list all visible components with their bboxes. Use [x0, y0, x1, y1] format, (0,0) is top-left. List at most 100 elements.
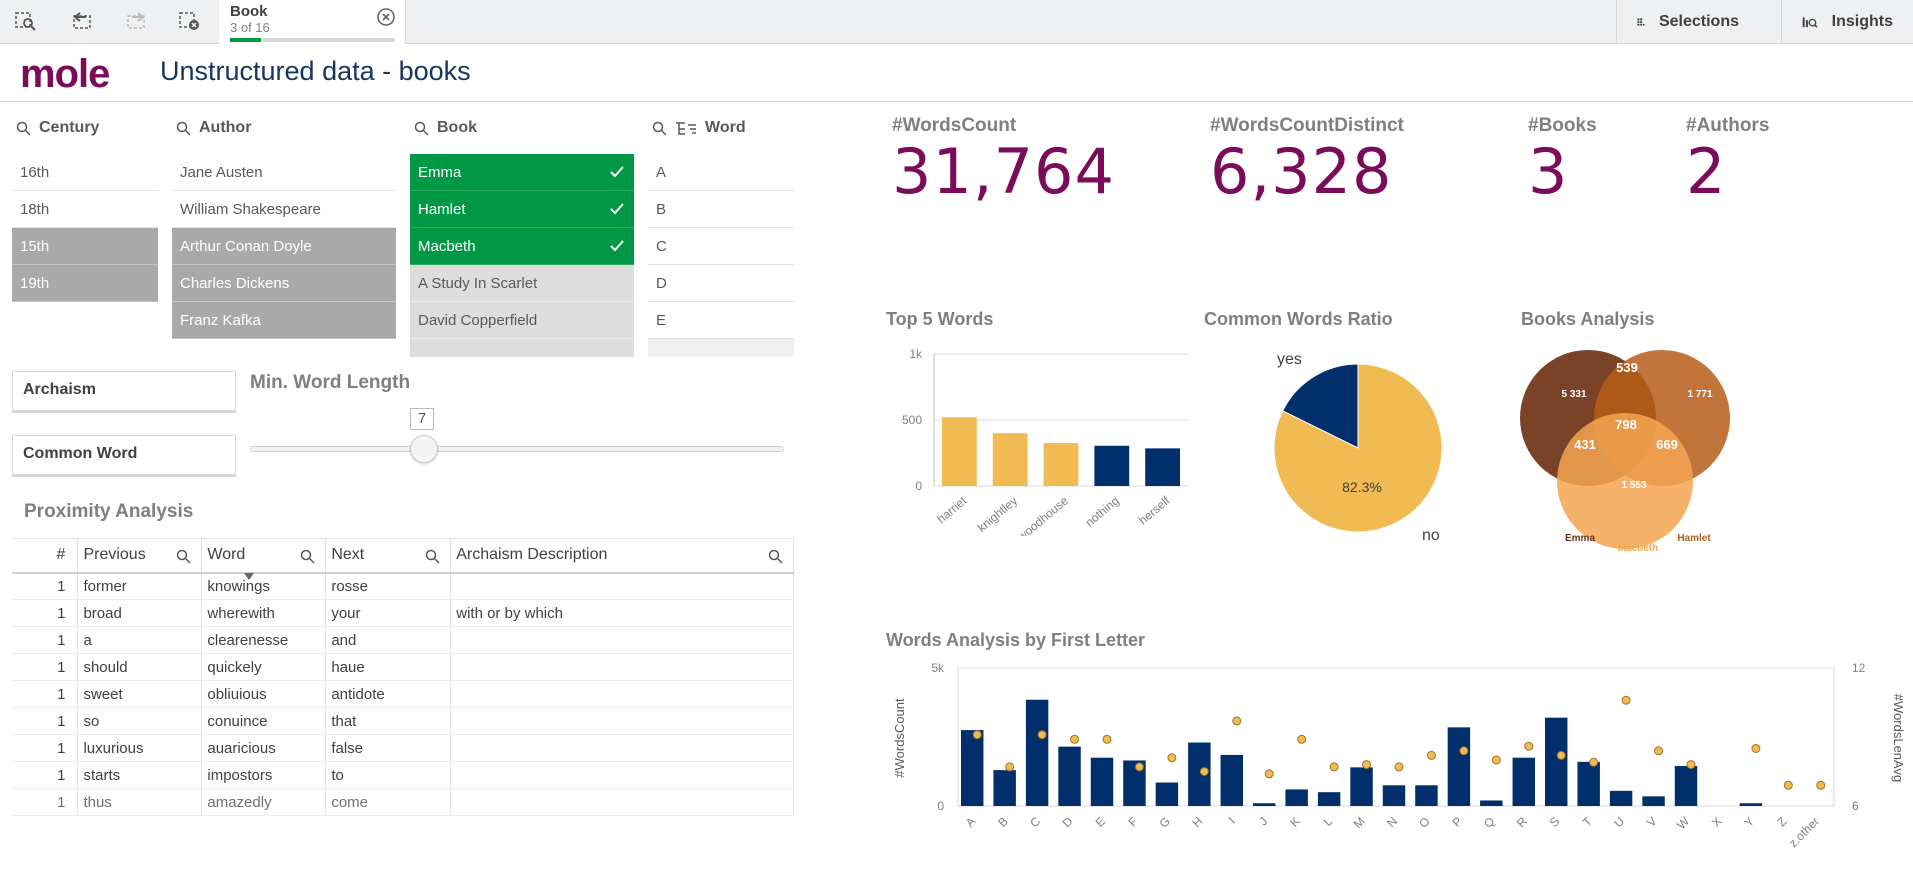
letter-analysis-combo-chart[interactable]: 5k 0 12 6 #WordsCount #WordsLenAvg A B C D E F G H I J K…	[886, 656, 1913, 861]
common-words-pie-chart[interactable]: 82.3% no yes	[1204, 336, 1504, 556]
list-item[interactable]: Hamlet	[410, 191, 634, 228]
selections-button[interactable]: Selections	[1616, 0, 1759, 44]
table-cell: conuince	[201, 707, 327, 735]
column-header-archaism-description[interactable]: Archaism Description	[450, 538, 794, 574]
table-cell: 1	[12, 788, 79, 816]
bar	[992, 433, 1028, 486]
column-header-label: Archaism Description	[456, 546, 608, 564]
search-icon[interactable]	[300, 549, 315, 564]
x-tick-label: O	[1416, 814, 1433, 831]
table-row[interactable]: 1 a clearenesse and	[12, 626, 794, 654]
venn-region-label: 5 331	[1561, 389, 1586, 400]
kpi-label-books: #Books	[1528, 115, 1597, 136]
list-item[interactable]: 19th	[12, 265, 158, 302]
x-tick-label: N	[1384, 814, 1400, 830]
common-word-filter-box[interactable]: Common Word	[12, 435, 236, 477]
table-cell: haue	[325, 653, 452, 681]
smart-search-icon[interactable]	[12, 8, 40, 34]
filter-book[interactable]: Book Emma Hamlet Macbeth A Study In Scar…	[410, 112, 634, 357]
search-icon[interactable]	[768, 549, 783, 564]
table-cell: antidote	[325, 680, 452, 708]
bar	[1480, 800, 1503, 806]
filter-word[interactable]: Word A B C D E	[648, 112, 794, 357]
selection-chip-book[interactable]: Book 3 of 16	[219, 0, 406, 44]
list-item-label: A	[656, 163, 667, 181]
avg-point	[1751, 744, 1761, 753]
bar	[1642, 796, 1665, 806]
table-cell: amazedly	[201, 788, 327, 816]
table-cell: false	[325, 734, 452, 762]
filter-book-header[interactable]: Book	[410, 112, 634, 144]
search-icon[interactable]	[425, 549, 440, 564]
search-icon[interactable]	[176, 549, 191, 564]
table-row[interactable]: 1 former knowings rosse	[12, 572, 794, 600]
table-row[interactable]: 1 thus amazedly come	[12, 788, 794, 816]
step-forward-icon[interactable]	[122, 8, 150, 34]
filter-century[interactable]: Century 16th 18th 15th 19th	[12, 112, 158, 302]
table-row[interactable]: 1 starts impostors to	[12, 761, 794, 789]
page-title: Unstructured data - books	[160, 56, 471, 86]
venn-region-label: 1 771	[1687, 389, 1712, 400]
table-row[interactable]: 1 luxurious auaricious false	[12, 734, 794, 762]
list-item[interactable]: E	[648, 302, 794, 339]
step-back-icon[interactable]	[68, 8, 96, 34]
list-item[interactable]: Emma	[410, 154, 634, 191]
kpi-label-words-count: #WordsCount	[892, 115, 1017, 136]
table-cell: auaricious	[201, 734, 327, 762]
table-cell: obliuious	[201, 680, 327, 708]
filter-author[interactable]: Author Jane Austen William Shakespeare A…	[172, 112, 396, 339]
list-item[interactable]: William Shakespeare	[172, 191, 396, 228]
column-header-previous[interactable]: Previous	[77, 538, 203, 574]
archaism-filter-box[interactable]: Archaism	[12, 371, 236, 413]
list-item[interactable]: 18th	[12, 191, 158, 228]
venn-circle	[1557, 413, 1693, 549]
top5-chart-title: Top 5 Words	[886, 309, 994, 329]
list-item[interactable]: A	[648, 154, 794, 191]
list-item[interactable]: Macbeth	[410, 228, 634, 265]
table-row[interactable]: 1 broad wherewith your with or by which	[12, 599, 794, 627]
list-item-label: 18th	[20, 200, 50, 218]
sort-indicator-icon	[244, 572, 255, 580]
column-header-word[interactable]: Word	[201, 538, 327, 580]
filter-word-header[interactable]: Word	[648, 112, 794, 144]
table-row[interactable]: 1 should quickely haue	[12, 653, 794, 681]
table-cell: so	[77, 707, 203, 735]
column-header-next[interactable]: Next	[325, 538, 452, 574]
y2-tick-label: 6	[1852, 799, 1859, 813]
pie-slice-label: yes	[1277, 351, 1302, 368]
list-item[interactable]: Arthur Conan Doyle	[172, 228, 396, 265]
filter-century-list: 16th 18th 15th 19th	[12, 154, 158, 302]
list-item[interactable]: C	[648, 228, 794, 265]
list-item[interactable]: 15th	[12, 228, 158, 265]
list-item[interactable]: A Study In Scarlet	[410, 265, 634, 302]
x-tick-label: L	[1321, 814, 1336, 829]
table-row[interactable]: 1 sweet obliuious antidote	[12, 680, 794, 708]
x-tick-label: z.other	[1786, 814, 1822, 850]
list-item[interactable]: 16th	[12, 154, 158, 191]
y-tick-label: 5k	[931, 661, 945, 675]
avg-point	[1102, 734, 1112, 744]
table-header-row: # Previous Word Next Archaism Descriptio…	[12, 538, 794, 580]
list-item[interactable]: Charles Dickens	[172, 265, 396, 302]
slider-track[interactable]	[250, 446, 784, 452]
list-item[interactable]: David Copperfield	[410, 302, 634, 339]
table-row[interactable]: 1 so conuince that	[12, 707, 794, 735]
close-icon[interactable]	[377, 8, 395, 26]
column-header-number[interactable]: #	[12, 538, 79, 574]
filter-century-header[interactable]: Century	[12, 112, 158, 144]
list-item[interactable]: Franz Kafka	[172, 302, 396, 339]
list-item[interactable]: B	[648, 191, 794, 228]
slider-handle[interactable]	[410, 435, 438, 463]
insights-button[interactable]: Insights	[1781, 0, 1913, 44]
clear-selections-icon[interactable]	[176, 8, 204, 34]
books-venn-chart[interactable]: 5 331 1 771 1 553 539 431 669 798 Emma Hamlet Mac…	[1510, 336, 1810, 556]
list-item[interactable]: Jane Austen	[172, 154, 396, 191]
table-cell: clearenesse	[201, 626, 327, 654]
checkmark-icon	[610, 166, 624, 178]
chip-progress-fill	[230, 38, 261, 42]
list-item[interactable]: D	[648, 265, 794, 302]
avg-point	[1070, 734, 1080, 744]
chip-progress-bar	[230, 38, 395, 42]
filter-author-header[interactable]: Author	[172, 112, 396, 144]
